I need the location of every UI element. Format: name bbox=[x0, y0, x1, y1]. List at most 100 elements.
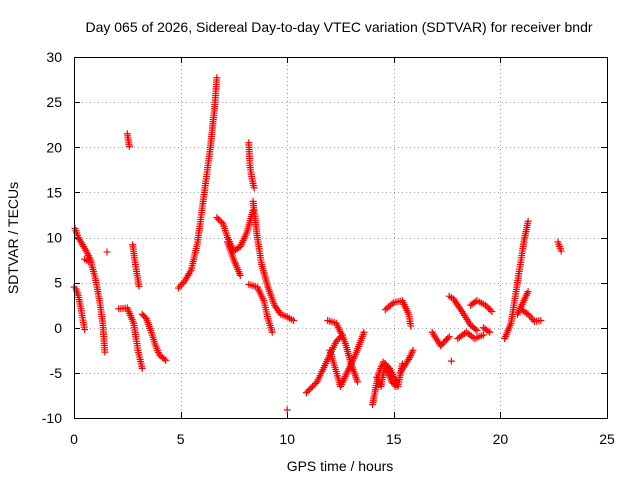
data-point bbox=[444, 334, 452, 342]
y-tick-label: 10 bbox=[46, 230, 62, 246]
data-point bbox=[388, 300, 396, 308]
data-point bbox=[213, 214, 221, 222]
series-arc-04 bbox=[103, 248, 111, 256]
data-point bbox=[471, 325, 479, 333]
data-point bbox=[103, 248, 111, 256]
data-points bbox=[70, 74, 565, 414]
y-tick-label: 20 bbox=[46, 139, 62, 155]
data-point bbox=[354, 378, 362, 386]
y-tick-label: 0 bbox=[54, 320, 62, 336]
series-arc-01 bbox=[70, 283, 89, 334]
data-point bbox=[524, 288, 532, 296]
series-arc-08 bbox=[138, 310, 170, 364]
y-tick-label: 30 bbox=[46, 49, 62, 65]
data-point bbox=[310, 381, 318, 389]
series-arc-17 bbox=[324, 317, 362, 386]
x-tick-label: 25 bbox=[599, 431, 615, 447]
grid-lines bbox=[74, 57, 607, 418]
series-arc-03 bbox=[81, 255, 109, 356]
data-point bbox=[481, 301, 489, 309]
series-arc-15 bbox=[283, 406, 291, 414]
data-point bbox=[529, 316, 537, 324]
plot-frame bbox=[74, 57, 608, 419]
data-point bbox=[334, 336, 342, 344]
series-arc-28 bbox=[479, 324, 494, 336]
data-point bbox=[391, 381, 399, 389]
data-point bbox=[268, 328, 276, 336]
data-point bbox=[473, 326, 481, 334]
data-point bbox=[174, 284, 182, 292]
y-tick-label: 25 bbox=[46, 94, 62, 110]
data-point bbox=[485, 304, 493, 312]
data-point bbox=[479, 331, 487, 339]
x-tick-label: 15 bbox=[386, 431, 402, 447]
data-point bbox=[486, 306, 494, 314]
data-point bbox=[213, 74, 221, 82]
data-point bbox=[537, 317, 545, 325]
series-arc-07 bbox=[129, 241, 143, 290]
data-point bbox=[445, 333, 453, 341]
series-arc-18 bbox=[326, 328, 368, 390]
data-point bbox=[304, 387, 312, 395]
series-arc-31 bbox=[518, 306, 545, 325]
data-point bbox=[178, 280, 186, 288]
data-point bbox=[138, 364, 146, 372]
data-point bbox=[307, 384, 315, 392]
x-tick-label: 10 bbox=[279, 431, 295, 447]
series-arc-14 bbox=[245, 280, 276, 336]
series-arc-26 bbox=[454, 328, 487, 343]
data-point bbox=[101, 348, 109, 356]
data-point bbox=[484, 327, 492, 335]
data-point bbox=[312, 379, 320, 387]
data-point bbox=[447, 357, 455, 365]
data-point bbox=[486, 328, 494, 336]
data-point bbox=[302, 389, 310, 397]
series-arc-25 bbox=[447, 357, 455, 365]
y-tick-label: -10 bbox=[42, 410, 62, 426]
data-point bbox=[160, 355, 168, 363]
data-point bbox=[523, 309, 531, 317]
data-point bbox=[332, 337, 340, 345]
x-axis-label: GPS time / hours bbox=[287, 458, 394, 474]
data-point bbox=[308, 383, 316, 391]
data-point bbox=[135, 282, 143, 290]
data-point bbox=[125, 142, 133, 150]
series-arc-13 bbox=[249, 197, 298, 325]
series-arc-09 bbox=[174, 74, 221, 292]
series-arc-27 bbox=[467, 297, 496, 316]
data-point bbox=[407, 322, 415, 330]
data-point bbox=[524, 217, 532, 225]
series-arc-06 bbox=[123, 130, 133, 150]
x-tick-label: 20 bbox=[493, 431, 509, 447]
data-point bbox=[214, 215, 222, 223]
data-point bbox=[162, 356, 170, 364]
series-arc-24 bbox=[445, 292, 481, 334]
y-tick-label: 15 bbox=[46, 184, 62, 200]
data-point bbox=[290, 317, 298, 325]
series-arc-22 bbox=[396, 346, 417, 377]
series-arc-29 bbox=[501, 217, 532, 343]
data-point bbox=[527, 314, 535, 322]
data-point bbox=[218, 218, 226, 226]
x-tick-label: 0 bbox=[70, 431, 78, 447]
data-point bbox=[216, 217, 224, 225]
data-point bbox=[488, 308, 496, 316]
series-arc-10 bbox=[213, 206, 257, 255]
data-point bbox=[360, 328, 368, 336]
series-arc-05 bbox=[115, 304, 146, 372]
series-arc-11 bbox=[224, 238, 244, 279]
data-point bbox=[283, 406, 291, 414]
x-tick-label: 5 bbox=[177, 431, 185, 447]
series-arc-32 bbox=[554, 238, 565, 255]
data-point bbox=[250, 184, 258, 192]
y-tick-label: -5 bbox=[50, 365, 63, 381]
y-axis-label: SDTVAR / TECUs bbox=[5, 182, 21, 294]
data-point bbox=[81, 326, 89, 334]
data-point bbox=[236, 271, 244, 279]
tick-labels: 0 5 10 15 20 25 -10 -5 0 5 10 15 20 25 30 bbox=[42, 49, 615, 447]
series-arc-30 bbox=[513, 288, 532, 318]
chart-title: Day 065 of 2026, Sidereal Day-to-day VTE… bbox=[85, 19, 592, 35]
data-point bbox=[409, 346, 417, 354]
data-point bbox=[483, 303, 491, 311]
series-arc-23 bbox=[428, 328, 453, 350]
